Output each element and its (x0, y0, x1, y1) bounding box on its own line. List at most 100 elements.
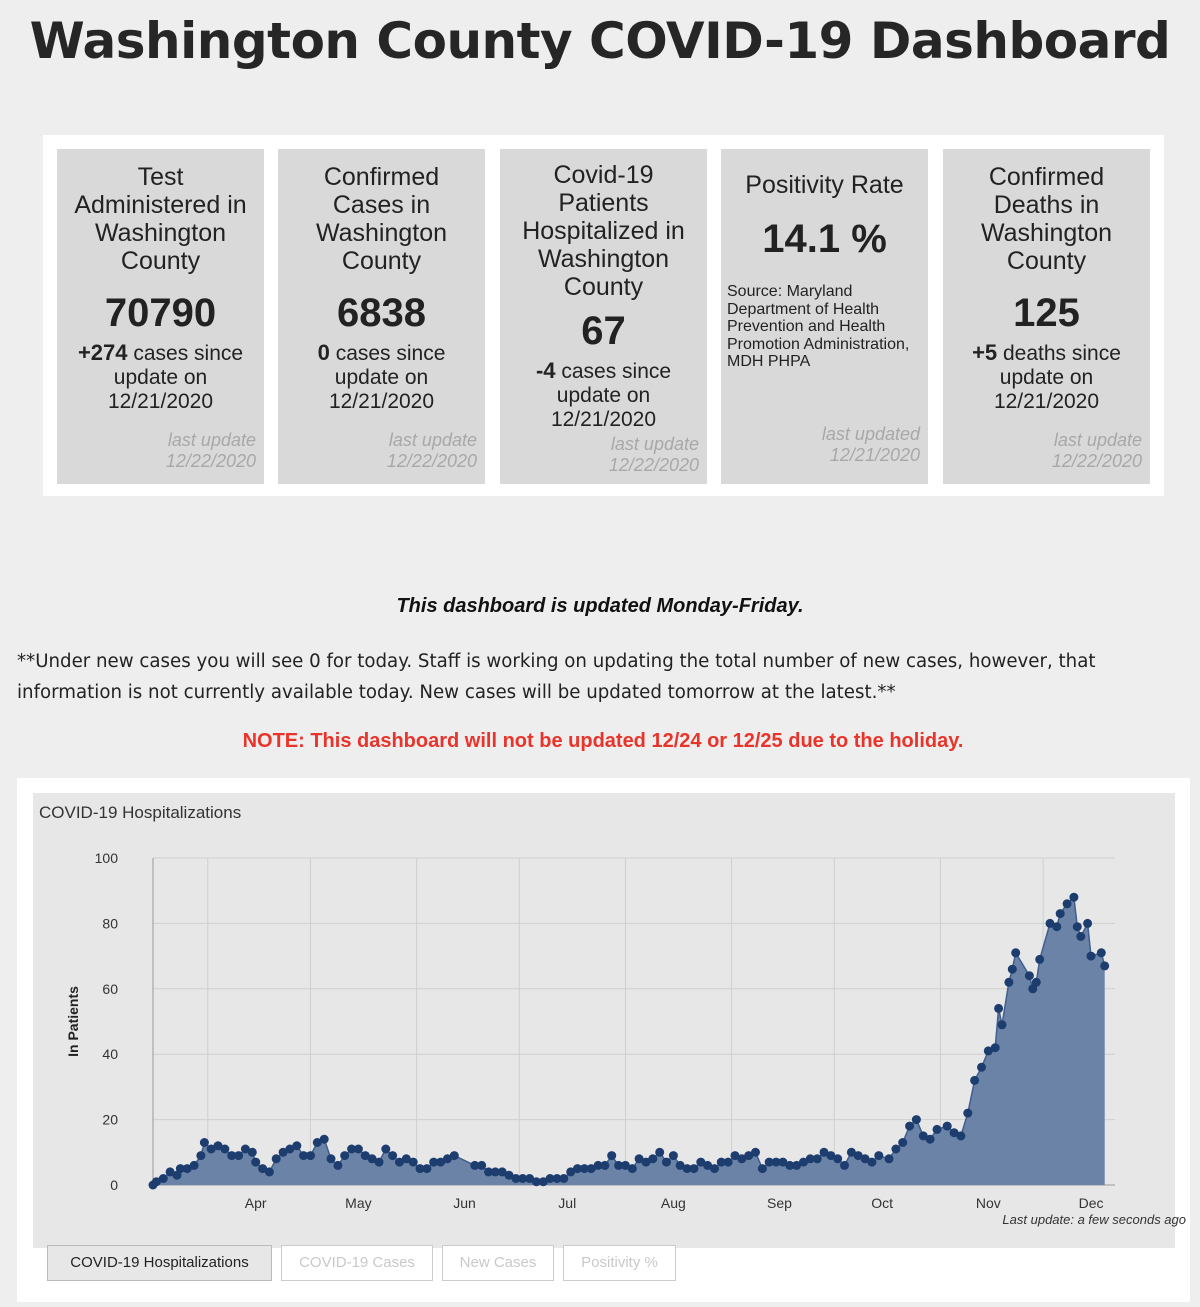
data-point (840, 1160, 849, 1170)
deaths-change-text: deaths since update on 12/21/2020 (993, 342, 1121, 413)
data-point (477, 1160, 487, 1170)
y-tick-label: 20 (102, 1112, 118, 1128)
data-point (353, 1144, 363, 1154)
data-point (381, 1144, 391, 1154)
data-point (206, 1144, 216, 1154)
data-point (911, 1115, 921, 1125)
data-point (220, 1144, 230, 1154)
deaths-change: +5 deaths since update on 12/21/2020 (943, 341, 1150, 414)
data-point (1072, 922, 1082, 932)
data-point (388, 1151, 398, 1161)
data-point (648, 1154, 658, 1164)
data-point (744, 1151, 754, 1161)
data-point (696, 1157, 706, 1167)
data-point (408, 1157, 418, 1167)
deaths-count: 125 (1013, 291, 1080, 335)
data-point (258, 1164, 268, 1174)
data-point (655, 1147, 665, 1157)
data-point (1024, 971, 1034, 981)
data-point (1045, 918, 1055, 928)
hospitalized-change: -4 cases since update on 12/21/2020 (500, 359, 707, 432)
data-point (415, 1164, 425, 1174)
data-point (401, 1154, 411, 1164)
data-point (490, 1167, 500, 1177)
data-point (199, 1138, 209, 1147)
hospitalized-card-title: Covid-19 Patients Hospitalized in Washin… (522, 161, 685, 301)
data-point (151, 1177, 161, 1187)
data-point (799, 1157, 808, 1167)
data-point (1031, 977, 1041, 987)
y-tick-label: 80 (102, 915, 118, 931)
stats-panel: Test Administered in Washington County 7… (43, 135, 1164, 496)
data-point (552, 1174, 562, 1183)
data-point (600, 1160, 610, 1170)
data-point (607, 1151, 617, 1161)
data-point (1004, 977, 1014, 987)
data-point (867, 1157, 877, 1167)
data-point (360, 1151, 370, 1161)
tests-card: Test Administered in Washington County 7… (57, 149, 264, 484)
deaths-card: Confirmed Deaths in Washington County 12… (943, 149, 1150, 484)
data-point (826, 1151, 836, 1161)
tests-change-text: cases since update on 12/21/2020 (107, 342, 244, 413)
data-point (333, 1160, 343, 1170)
data-point (891, 1144, 901, 1154)
data-point (1076, 932, 1086, 941)
data-point (189, 1160, 199, 1170)
data-point (292, 1141, 302, 1151)
x-tick-label: Aug (661, 1195, 686, 1211)
x-tick-label: Jul (558, 1195, 576, 1211)
data-point (860, 1154, 870, 1164)
tab-new-cases[interactable]: New Cases (442, 1245, 554, 1281)
data-point (884, 1154, 894, 1164)
data-point (158, 1174, 168, 1183)
data-point (436, 1157, 446, 1167)
data-point (422, 1164, 432, 1174)
data-point (566, 1167, 576, 1177)
cases-change-value: 0 (317, 340, 330, 365)
data-point (586, 1164, 596, 1174)
data-point (751, 1147, 760, 1157)
data-point (812, 1154, 822, 1164)
data-point (1011, 948, 1021, 958)
data-point (994, 1003, 1004, 1013)
positivity-last-update: last updated 12/21/2020 (821, 424, 920, 465)
data-point (898, 1138, 908, 1147)
data-point (771, 1157, 781, 1167)
data-point (853, 1151, 863, 1161)
data-point (264, 1167, 274, 1177)
tab-positivity[interactable]: Positivity % (563, 1245, 676, 1281)
data-point (251, 1157, 261, 1167)
data-point (271, 1154, 281, 1164)
data-point (805, 1154, 815, 1164)
data-point (227, 1151, 237, 1161)
positivity-source: Source: Maryland Department of Health Pr… (727, 283, 910, 370)
tab-hospitalizations[interactable]: COVID-19 Hospitalizations (47, 1245, 272, 1281)
data-point (340, 1151, 350, 1161)
data-point (710, 1164, 719, 1174)
data-point (918, 1131, 928, 1141)
data-point (1052, 922, 1062, 932)
x-tick-label: Dec (1079, 1195, 1104, 1211)
deaths-card-title: Confirmed Deaths in Washington County (980, 163, 1113, 275)
data-point (792, 1160, 802, 1170)
data-point (990, 1043, 1000, 1053)
data-point (449, 1151, 459, 1161)
data-point (196, 1151, 206, 1161)
data-point (614, 1160, 624, 1170)
data-point (627, 1164, 637, 1174)
data-point (682, 1164, 692, 1174)
tests-change-value: +274 (77, 340, 128, 365)
x-tick-label: Apr (245, 1195, 267, 1211)
data-point (1062, 899, 1072, 909)
x-tick-label: Oct (871, 1195, 893, 1211)
data-point (757, 1164, 767, 1174)
data-point (234, 1151, 244, 1161)
tab-cases[interactable]: COVID-19 Cases (281, 1245, 433, 1281)
holiday-notice: NOTE: This dashboard will not be updated… (242, 730, 964, 752)
data-point (285, 1144, 295, 1154)
data-point (538, 1177, 548, 1187)
data-point (675, 1160, 685, 1170)
data-point (525, 1174, 535, 1183)
data-point (374, 1157, 384, 1167)
